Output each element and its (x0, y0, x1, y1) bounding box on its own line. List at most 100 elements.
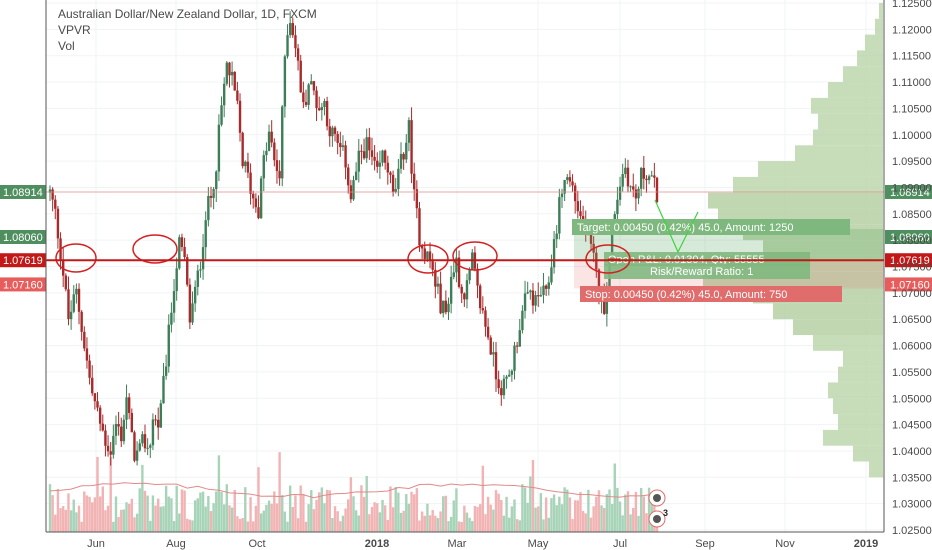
candle-body (500, 388, 503, 396)
candle-body (434, 269, 437, 287)
candle-body (112, 435, 115, 455)
event-badge-dot (653, 515, 661, 523)
candle-body (312, 81, 316, 91)
candle-body (238, 100, 242, 133)
volume-bar (85, 495, 89, 532)
volume-bar (386, 519, 390, 532)
vpvr-bar (843, 66, 883, 83)
candle-body (481, 308, 485, 311)
candle-body (270, 131, 273, 143)
volume-bar (333, 506, 337, 532)
volume-bar (162, 506, 165, 532)
candle-body (442, 300, 445, 314)
candle-body (225, 62, 229, 84)
volume-bar (526, 502, 529, 532)
volume-bar (579, 492, 582, 532)
rr-box[interactable] (604, 264, 810, 279)
volume-bar (513, 499, 516, 532)
indicator-vpvr-label[interactable]: VPVR (58, 23, 91, 37)
price-tag-left-text: 1.08060 (3, 232, 43, 244)
candle-body (51, 189, 54, 200)
y-tick-label: 1.08500 (892, 209, 932, 221)
y-tick-label: 1.09500 (892, 156, 932, 168)
x-tick-label: 2018 (365, 538, 389, 550)
candle-body (653, 175, 656, 178)
highlight-ellipse[interactable] (452, 241, 498, 271)
volume-bar (307, 504, 310, 532)
volume-bar (133, 517, 136, 532)
volume-bar (51, 495, 54, 532)
position-tool[interactable]: Target: 0.00450 (0.42%) 45.0, Amount: 12… (572, 199, 884, 302)
candle-body (61, 259, 65, 276)
volume-bar (93, 497, 97, 532)
volume-bar (257, 467, 260, 532)
horizontal-levels[interactable]: 1.08914 1.08914 1.08060 1.08060 1.07619 1.076… (0, 184, 932, 528)
candle-body (418, 208, 421, 246)
candle-body (407, 120, 411, 143)
candle-body (383, 150, 387, 163)
candle-body (101, 423, 104, 431)
vpvr-bar (793, 319, 883, 336)
projection-path[interactable] (654, 199, 699, 254)
stop-label-box[interactable] (580, 286, 842, 302)
candle-body (518, 330, 521, 347)
candle-body (426, 251, 429, 259)
volume-bar (328, 490, 331, 532)
highlight-ellipse[interactable] (585, 244, 631, 274)
x-tick-label: Jul (613, 538, 627, 550)
candle-body (378, 162, 382, 167)
volume-bar (391, 507, 395, 532)
candle-body (579, 211, 582, 217)
volume-bar (188, 519, 192, 532)
target-label-box[interactable] (572, 219, 850, 235)
volume-bar (77, 505, 81, 532)
candlesticks (48, 11, 659, 466)
candle-body (310, 81, 313, 85)
volume-bar (336, 511, 339, 532)
volume-bar (486, 496, 490, 532)
candle-body (48, 189, 52, 193)
candle-body (230, 71, 234, 76)
candle-body (357, 150, 360, 172)
highlight-ellipse[interactable] (132, 234, 178, 264)
volume-bar (468, 517, 471, 532)
volume-bar (325, 489, 329, 532)
vpvr-bar (773, 303, 883, 320)
volume-bar (98, 496, 102, 532)
volume-bar (360, 485, 363, 532)
candle-body (236, 90, 239, 101)
candle-body (122, 419, 126, 442)
highlight-ellipse[interactable] (407, 244, 449, 274)
indicator-vol-label[interactable]: Vol (58, 39, 75, 53)
volume-bar (88, 496, 91, 532)
volume-bar (117, 517, 120, 532)
candle-body (647, 176, 651, 181)
drawn-annotations[interactable] (55, 234, 631, 274)
volume-bar (449, 516, 453, 532)
open-pnl-box[interactable] (604, 252, 810, 266)
volume-bar (494, 490, 498, 532)
volume-bar (151, 495, 155, 532)
candle-body (186, 257, 189, 285)
symbol-title[interactable]: Australian Dollar/New Zealand Dollar, 1D… (58, 7, 317, 21)
candle-body (531, 290, 535, 306)
highlight-ellipse[interactable] (55, 243, 97, 273)
volume-bar (183, 490, 186, 532)
volume-bar (122, 509, 126, 532)
vpvr-bar (875, 18, 883, 35)
volume-bar (497, 493, 500, 532)
volume-bar (508, 517, 511, 532)
candle-body (325, 101, 329, 127)
price-tag-right-text: 1.08914 (890, 187, 930, 199)
candle-body (114, 424, 118, 436)
candle-body (149, 445, 152, 448)
volume-bar (402, 510, 405, 532)
volume-bar (191, 520, 194, 532)
candle-body (460, 286, 463, 294)
volume-bar (484, 514, 487, 532)
candle-body (650, 175, 653, 177)
price-tag-left-text: 1.07619 (3, 255, 43, 267)
volume-bar (141, 464, 144, 532)
candle-body (96, 401, 99, 408)
